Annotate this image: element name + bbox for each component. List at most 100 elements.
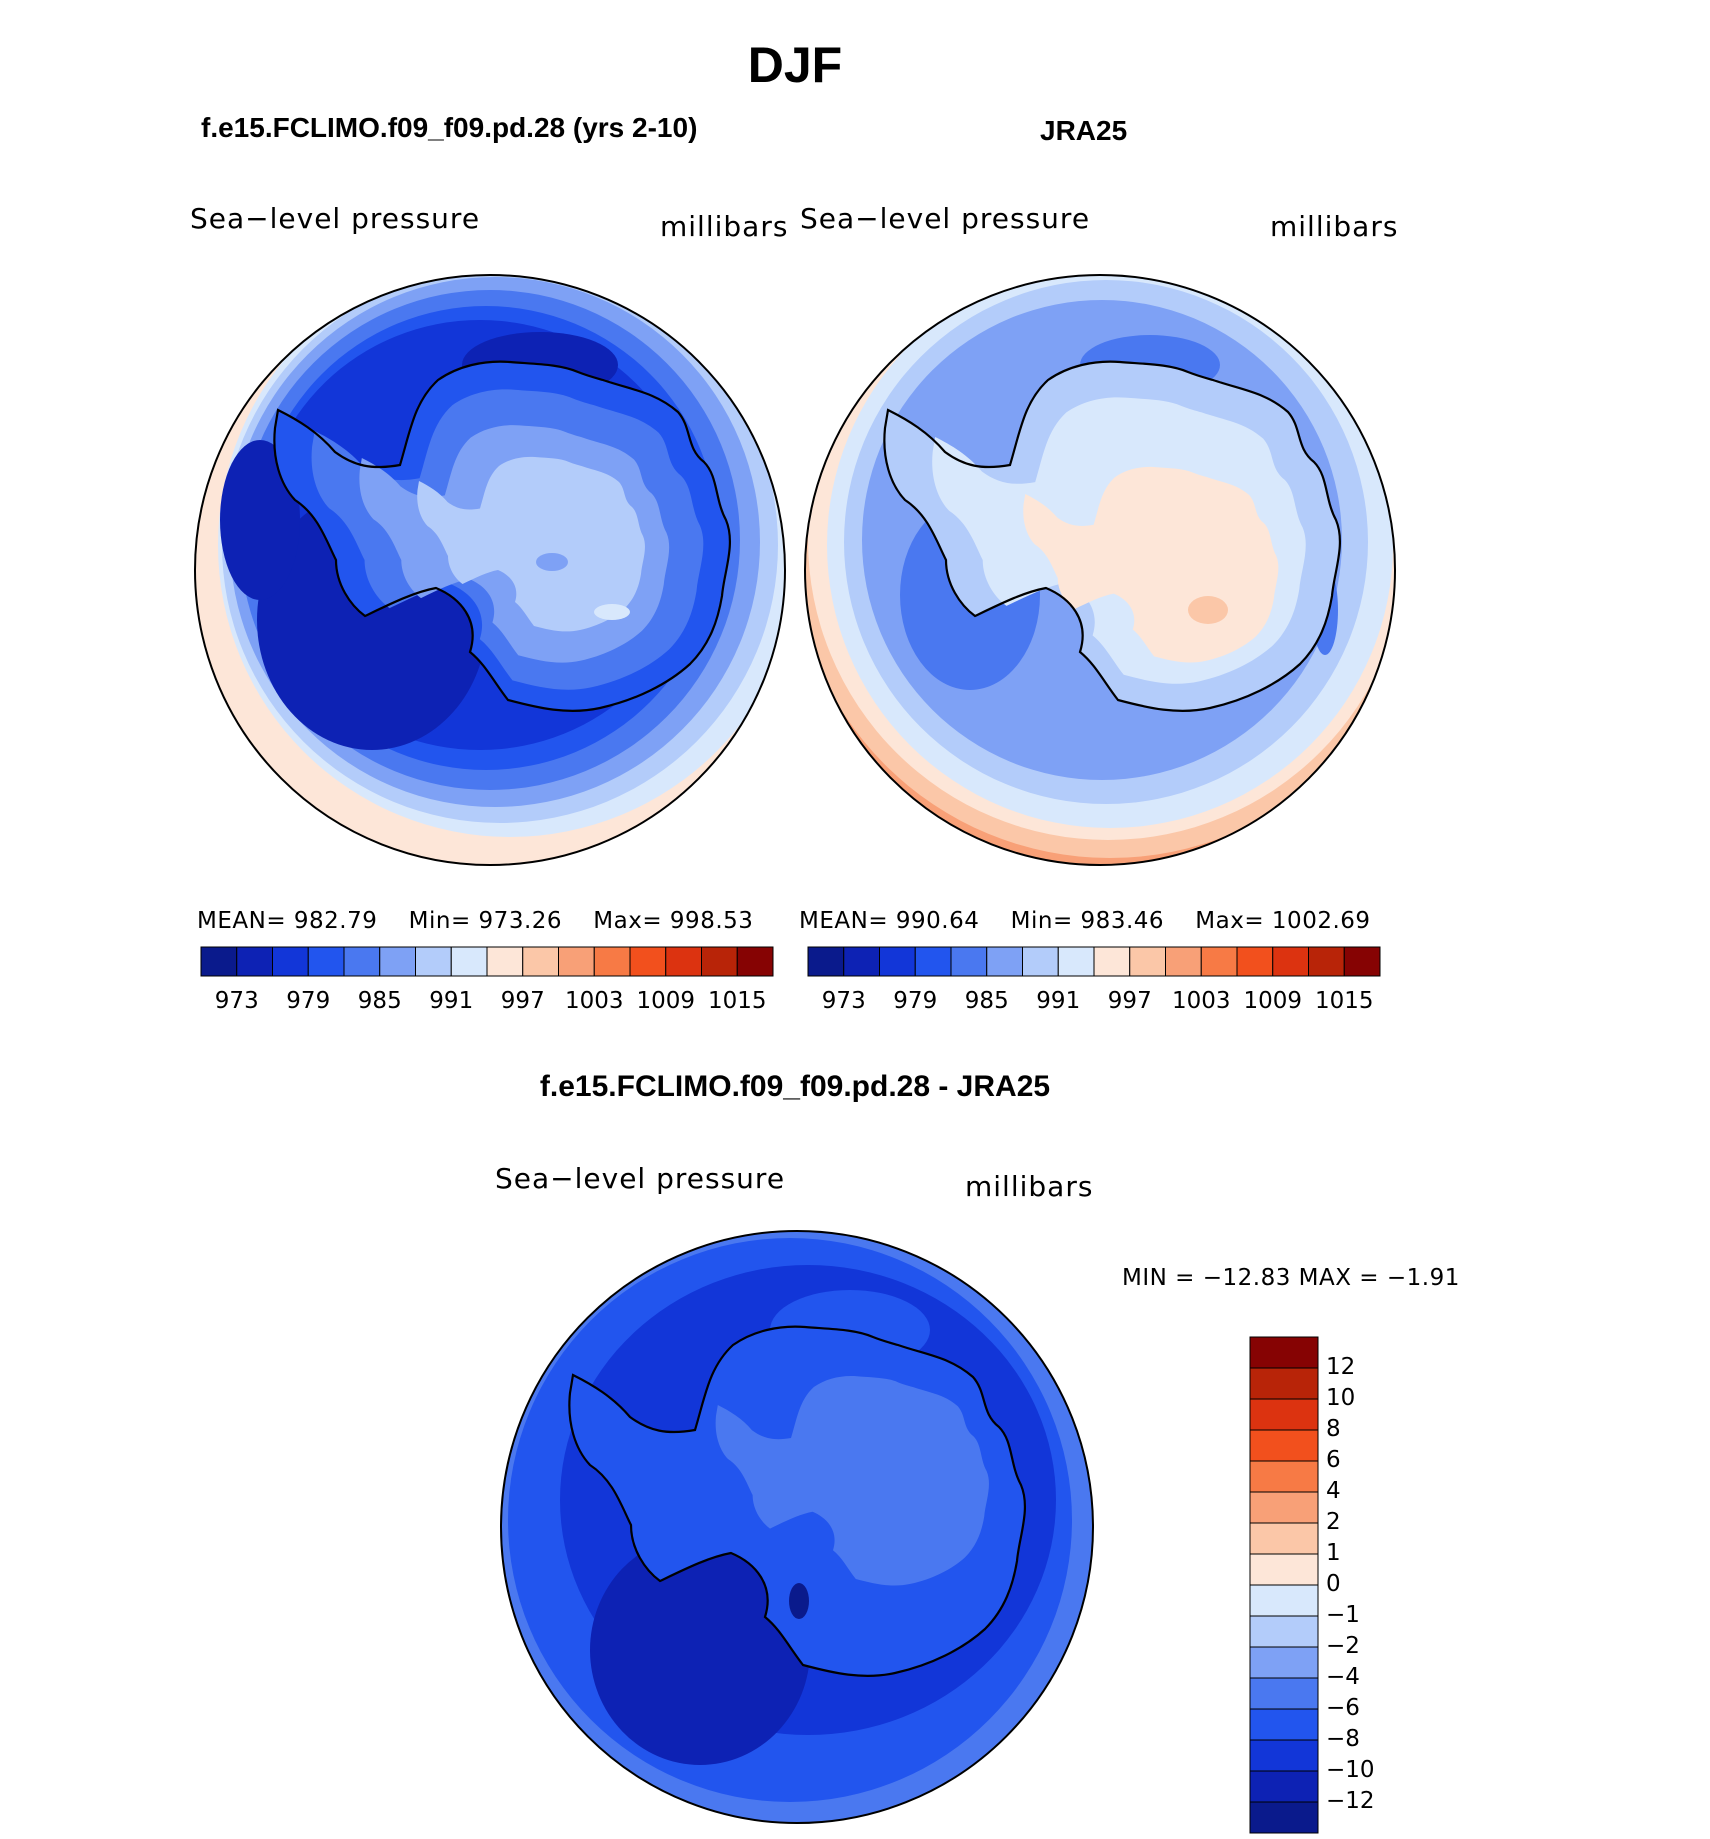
colorbar-diff-tick-label: −2 (1326, 1633, 1360, 1659)
model-mean-value: 982.79 (293, 908, 378, 934)
colorbar-diff-swatch (1249, 1522, 1319, 1555)
colorbar-left-swatch (736, 946, 774, 977)
model-mean-label: MEAN= (197, 908, 287, 934)
colorbar-right-swatch (879, 946, 916, 977)
colorbar-right-tick-label: 973 (821, 988, 866, 1014)
colorbar-left-swatch (701, 946, 738, 977)
colorbar-diff-tick-label: 8 (1326, 1416, 1341, 1442)
obs-panel-title: JRA25 (1040, 115, 1128, 146)
colorbar-diff-swatch (1249, 1584, 1319, 1617)
colorbar-diff-swatch (1249, 1677, 1319, 1710)
colorbar-right-swatch (1308, 946, 1345, 977)
colorbar-right-swatch (1236, 946, 1274, 977)
colorbar-diff-tick-label: 12 (1326, 1354, 1356, 1380)
colorbar-diff-tick-label: −4 (1326, 1664, 1360, 1690)
colorbar-left-swatch (558, 946, 595, 977)
colorbar-diff-tick-label: −10 (1326, 1757, 1375, 1783)
colorbar-left-swatch (415, 946, 452, 977)
colorbar-left-swatch (486, 946, 524, 977)
colorbar-diff-swatch (1249, 1553, 1319, 1586)
obs-min-label: Min= (1010, 908, 1073, 934)
map-diff (501, 1231, 1093, 1823)
model-max-label: Max= (593, 908, 663, 934)
colorbar-left-swatch (236, 946, 273, 977)
diff-minmax: MIN = −12.83 MAX = −1.91 (1122, 1265, 1460, 1291)
map-obs (805, 275, 1395, 865)
colorbar-diff-tick-label: −1 (1326, 1602, 1360, 1628)
colorbar-right-swatch (843, 946, 880, 977)
colorbar-diff-swatch (1249, 1336, 1319, 1369)
colorbar-right-tick-label: 985 (964, 988, 1009, 1014)
colorbar-left-swatch (307, 946, 345, 977)
model-units-label: millibars (660, 210, 789, 243)
colorbar-right-swatch (986, 946, 1023, 977)
colorbar-right-swatch (1165, 946, 1202, 977)
colorbar-right-swatch (1200, 946, 1238, 977)
colorbar-right-swatch (1129, 946, 1166, 977)
colorbar-right-swatch (1022, 946, 1059, 977)
colorbar-left-tick-label: 979 (286, 988, 331, 1014)
colorbar-right-tick-label: 1009 (1243, 988, 1303, 1014)
colorbar-left-swatch (200, 946, 238, 977)
obs-units-label: millibars (1270, 210, 1399, 243)
colorbar-left-tick-label: 1003 (564, 988, 624, 1014)
colorbar-left-tick-label: 1009 (636, 988, 696, 1014)
colorbar-right (807, 946, 1381, 977)
map-model (195, 275, 785, 865)
colorbar-diff-tick-label: 10 (1326, 1385, 1356, 1411)
colorbar-right-tick-label: 997 (1107, 988, 1152, 1014)
colorbar-left-swatch (343, 946, 381, 977)
obs-stats: MEAN= 990.64 Min= 983.46 Max= 1002.69 (799, 908, 1371, 934)
colorbar-right-swatch (1272, 946, 1309, 977)
obs-min-value: 983.46 (1080, 908, 1165, 934)
colorbar-right-swatch (807, 946, 845, 977)
colorbar-diff-tick-label: 2 (1326, 1509, 1341, 1535)
colorbar-right-tick-label: 991 (1036, 988, 1081, 1014)
model-panel-title: f.e15.FCLIMO.f09_f09.pd.28 (yrs 2-10) (201, 112, 698, 143)
colorbar-left-swatch (272, 946, 309, 977)
model-stats: MEAN= 982.79 Min= 973.26 Max= 998.53 (197, 908, 753, 934)
obs-max-label: Max= (1195, 908, 1265, 934)
model-min-value: 973.26 (478, 908, 563, 934)
colorbar-left-swatch (665, 946, 702, 977)
colorbar-diff-swatch (1249, 1429, 1319, 1462)
colorbar-right-tick-label: 979 (893, 988, 938, 1014)
colorbar-diff-swatch (1249, 1770, 1319, 1803)
colorbar-diff-swatch (1249, 1615, 1319, 1648)
colorbar-right-swatch (1343, 946, 1381, 977)
diff-units-label: millibars (965, 1170, 1094, 1203)
diff-panel-title: f.e15.FCLIMO.f09_f09.pd.28 - JRA25 (539, 1070, 1051, 1103)
colorbar-left-swatch (593, 946, 631, 977)
obs-variable-label: Sea−level pressure (800, 202, 1091, 235)
colorbar-diff-swatch (1249, 1646, 1319, 1679)
diff-variable-label: Sea−level pressure (495, 1162, 786, 1195)
colorbar-diff (1249, 1336, 1319, 1834)
colorbar-right-tick-label: 1015 (1314, 988, 1374, 1014)
colorbar-right-swatch (1093, 946, 1131, 977)
obs-max-value: 1002.69 (1271, 908, 1371, 934)
colorbar-diff-tick-label: −6 (1326, 1695, 1360, 1721)
colorbar-left-tick-label: 1015 (707, 988, 767, 1014)
main-title: DJF (747, 37, 843, 93)
colorbar-left-swatch (522, 946, 559, 977)
colorbar-diff-swatch (1249, 1708, 1319, 1741)
colorbar-right-swatch (1057, 946, 1095, 977)
colorbar-left-tick-label: 997 (500, 988, 545, 1014)
model-min-label: Min= (408, 908, 471, 934)
colorbar-right-tick-label: 1003 (1171, 988, 1231, 1014)
colorbar-diff-tick-label: −12 (1326, 1788, 1375, 1814)
model-max-value: 998.53 (669, 908, 754, 934)
colorbar-left-swatch (629, 946, 667, 977)
colorbar-right-swatch (950, 946, 988, 977)
obs-mean-value: 990.64 (895, 908, 980, 934)
model-variable-label: Sea−level pressure (190, 202, 481, 235)
colorbar-diff-tick-label: 6 (1326, 1447, 1341, 1473)
colorbar-diff-swatch (1249, 1398, 1319, 1431)
colorbar-diff-tick-label: 1 (1326, 1540, 1341, 1566)
colorbar-diff-tick-label: −8 (1326, 1726, 1360, 1752)
colorbar-diff-swatch (1249, 1460, 1319, 1493)
colorbar-left-swatch (379, 946, 416, 977)
obs-mean-label: MEAN= (799, 908, 889, 934)
colorbar-left-tick-label: 991 (429, 988, 474, 1014)
